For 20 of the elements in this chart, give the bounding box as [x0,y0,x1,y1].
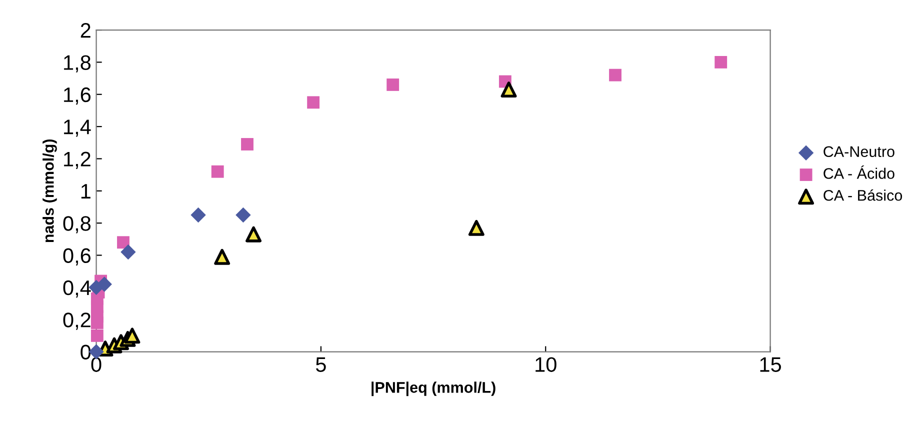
y-tick-label: 1,6 [64,87,91,105]
y-tick-label: 0,6 [63,248,91,266]
legend-label: CA - Ácido [824,166,894,179]
legend-label: CA - Básico [824,189,902,201]
y-tick-label: 0,4 [63,280,91,298]
y-tick-label: 1,2 [64,152,90,169]
x-tick-label: 10 [536,357,556,372]
y-tick-label: 1,8 [64,55,91,72]
y-tick-label: 2 [80,23,90,38]
y-tick-label: 0,2 [63,312,90,330]
y-tick-label: 1,4 [64,120,91,137]
x-axis-title: |PNF|eq (mmol/L) [372,382,496,396]
y-tick-label: 1 [81,184,90,198]
y-axis-title: nads (mmol/g) [42,139,57,242]
x-tick-label: 0 [91,357,102,372]
x-tick-label: 5 [316,357,326,372]
y-tick-label: 0,8 [63,216,91,234]
y-tick-label: 0 [80,344,91,360]
legend-label: CA-Neutro [824,146,894,158]
x-tick-label: 15 [760,357,781,372]
